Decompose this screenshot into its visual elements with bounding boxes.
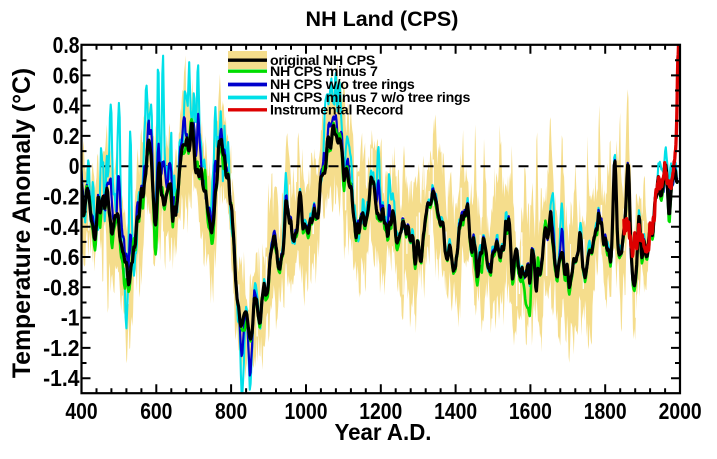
svg-text:-1.2: -1.2 <box>43 335 79 361</box>
svg-text:Year A.D.: Year A.D. <box>335 419 432 445</box>
svg-text:NH CPS w/o tree rings: NH CPS w/o tree rings <box>270 77 415 93</box>
svg-text:Temperature Anomaly (°C): Temperature Anomaly (°C) <box>9 68 36 378</box>
svg-text:0: 0 <box>69 153 80 179</box>
svg-text:-0.2: -0.2 <box>43 184 79 210</box>
svg-text:-0.4: -0.4 <box>43 214 80 240</box>
svg-text:1400: 1400 <box>434 398 477 424</box>
svg-text:-0.8: -0.8 <box>43 274 80 300</box>
svg-text:600: 600 <box>140 398 172 424</box>
svg-text:1200: 1200 <box>359 398 402 424</box>
svg-text:NH Land (CPS): NH Land (CPS) <box>306 7 459 31</box>
svg-text:800: 800 <box>215 398 247 424</box>
svg-text:400: 400 <box>65 398 97 424</box>
svg-text:original NH CPS: original NH CPS <box>270 53 375 69</box>
svg-text:-1.4: -1.4 <box>43 365 80 391</box>
svg-text:Instrumental Record: Instrumental Record <box>270 102 403 118</box>
svg-text:1800: 1800 <box>584 398 627 424</box>
svg-text:0.8: 0.8 <box>53 32 80 58</box>
svg-text:-0.6: -0.6 <box>43 244 79 270</box>
svg-text:1600: 1600 <box>509 398 552 424</box>
svg-text:NH CPS minus 7 w/o tree rings: NH CPS minus 7 w/o tree rings <box>270 90 470 106</box>
svg-text:0.4: 0.4 <box>53 93 80 119</box>
svg-text:NH CPS minus 7: NH CPS minus 7 <box>270 64 378 80</box>
svg-text:-1: -1 <box>61 305 80 331</box>
svg-text:0.6: 0.6 <box>53 62 80 88</box>
svg-text:1000: 1000 <box>285 398 328 424</box>
svg-text:2000: 2000 <box>659 398 702 424</box>
svg-text:0.2: 0.2 <box>53 123 80 149</box>
